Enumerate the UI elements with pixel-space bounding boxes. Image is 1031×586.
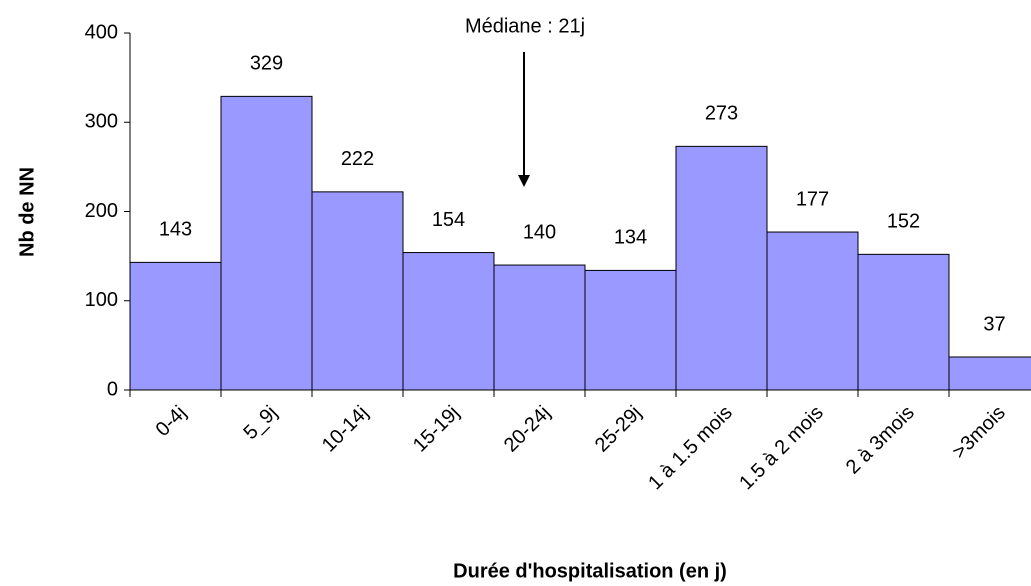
y-tick-label: 400 [85,21,118,43]
bar [584,269,677,391]
bar [493,264,586,391]
bar [129,261,222,391]
data-label: 154 [432,209,465,231]
data-label: 140 [523,221,556,243]
x-tick-label: 20-24j [500,402,555,457]
data-label: 152 [887,211,920,233]
x-tick-label: 15-19j [409,402,464,457]
data-label: 37 [983,313,1005,335]
x-tick-label: 0-4j [152,402,191,441]
bar [857,253,950,391]
y-axis-title: Nb de NN [16,167,38,257]
annotation: Médiane : 21j [465,15,585,37]
bar [948,356,1031,391]
data-label: 222 [341,148,374,170]
bar [402,252,495,391]
x-tick-label: >3mois [948,402,1010,464]
data-label: 143 [159,219,192,241]
y-tick-label: 100 [85,289,118,311]
arrow-head [518,175,530,187]
data-label: 329 [250,53,283,75]
x-tick-label: 1 à 1.5 mois [644,402,737,495]
x-tick-label: 1.5 à 2 mois [735,402,828,495]
bar [675,145,768,391]
y-tick-label: 0 [107,378,118,400]
bar [220,95,313,391]
x-tick-label: 2 à 3mois [842,402,919,479]
x-tick-label: 10-14j [318,402,373,457]
y-tick-label: 200 [85,200,118,222]
y-tick-label: 300 [85,111,118,133]
x-tick-label: 25-29j [591,402,646,457]
data-label: 134 [614,227,647,249]
data-label: 273 [705,103,738,125]
bar [311,191,404,391]
data-label: 177 [796,188,829,210]
bar [766,231,859,391]
x-tick-label: 5_9j [239,402,281,444]
x-axis-title: Durée d'hospitalisation (en j) [453,560,727,582]
